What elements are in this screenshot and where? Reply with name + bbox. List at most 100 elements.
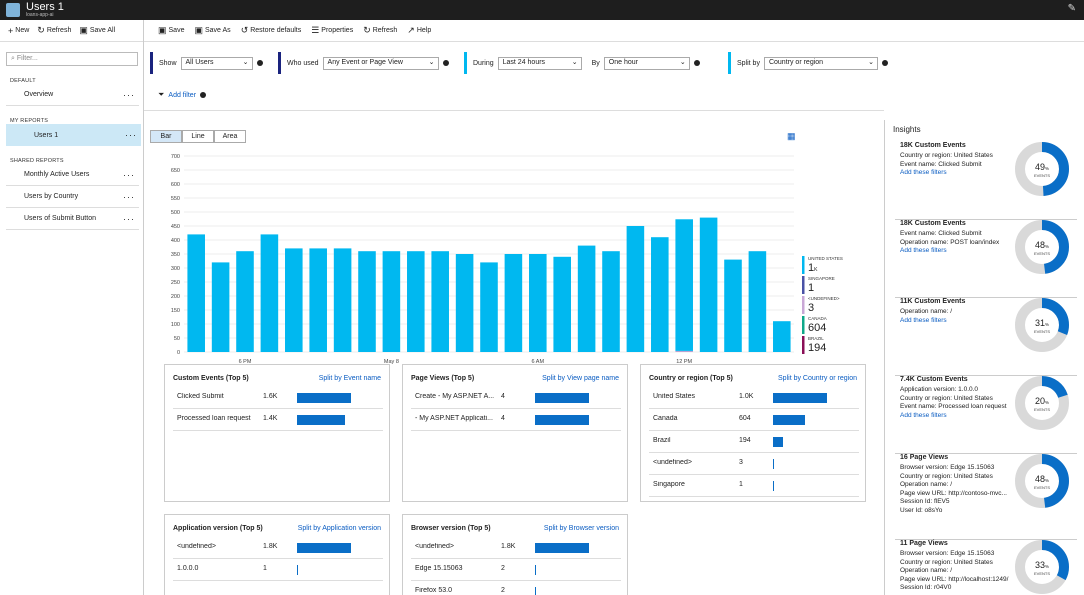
table-row[interactable]: Create - My ASP.NET A... 4 <box>411 387 621 409</box>
more-icon[interactable]: ··· <box>125 130 137 140</box>
list-icon: ☰ <box>311 25 320 35</box>
chart-bar-unitedstates[interactable] <box>382 251 401 352</box>
more-icon[interactable]: ··· <box>123 90 135 100</box>
who-dropdown[interactable]: Any Event or Page View ⌄ <box>322 56 439 70</box>
chart-bar-unitedstates[interactable] <box>187 234 205 352</box>
save-all-button[interactable]: ▣ Save All <box>79 25 115 36</box>
split-dropdown[interactable]: Country or region ⌄ <box>763 56 878 70</box>
chart-bar-unitedstates[interactable] <box>626 226 645 352</box>
chart-bar-unitedstates[interactable] <box>480 262 498 352</box>
table-row[interactable]: 1.0.0.0 1 <box>173 559 383 581</box>
chart-bar-unitedstates[interactable] <box>773 321 791 352</box>
split-link[interactable]: Split by Country or region <box>778 375 857 382</box>
split-link[interactable]: Split by Event name <box>318 375 381 382</box>
chart-bar-unitedstates[interactable] <box>529 254 547 352</box>
table-row[interactable]: Firefox 53.0 2 <box>411 581 621 595</box>
chart-bar-unitedstates[interactable] <box>553 256 571 352</box>
restore-defaults-button[interactable]: ↺ Restore defaults <box>241 25 302 36</box>
split-link[interactable]: Split by Application version <box>297 525 381 532</box>
sidebar-item-overview[interactable]: Overview ··· <box>6 84 139 106</box>
save-all-icon: ▣ <box>79 25 88 35</box>
info-icon[interactable] <box>881 60 888 66</box>
chart-bar-undefined[interactable] <box>675 351 693 352</box>
add-filters-link[interactable]: Add these filters <box>900 169 947 176</box>
chart-bar-unitedstates[interactable] <box>699 217 718 352</box>
chart-bar-unitedstates[interactable] <box>431 251 449 352</box>
refresh-button[interactable]: ↻ Refresh <box>363 25 397 36</box>
chart-bar-unitedstates[interactable] <box>358 251 376 352</box>
tab-bar[interactable]: Bar <box>150 130 182 143</box>
chart-bar-unitedstates[interactable] <box>724 259 742 352</box>
split-link[interactable]: Split by View page name <box>542 375 619 382</box>
info-icon[interactable] <box>442 60 449 66</box>
tab-area[interactable]: Area <box>214 130 246 143</box>
info-icon[interactable] <box>200 92 207 98</box>
chart-bar-unitedstates[interactable] <box>675 219 693 351</box>
legend-swatch <box>802 316 805 334</box>
legend-value: 1K <box>808 262 818 274</box>
help-button[interactable]: ↗ Help <box>407 25 431 36</box>
chart-bar-unitedstates[interactable] <box>285 248 303 352</box>
row-name: - My ASP.NET Applicati... <box>415 415 493 422</box>
table-row[interactable]: <undefined> 3 <box>649 453 859 475</box>
chart-bar-unitedstates[interactable] <box>407 251 425 352</box>
row-bar <box>297 565 298 575</box>
chart-bar-unitedstates[interactable] <box>309 248 327 352</box>
chevron-down-icon: ⌄ <box>679 58 686 66</box>
chart-bar-unitedstates[interactable] <box>455 254 474 352</box>
table-row[interactable]: United States 1.0K <box>649 387 859 409</box>
report-filter-input[interactable]: ⌕ Filter... <box>6 52 138 66</box>
pin-icon[interactable]: ✎ <box>1067 3 1076 14</box>
save-as-button[interactable]: ▣ Save As <box>194 25 230 36</box>
sidebar-item-monthly-active-users[interactable]: Monthly Active Users ··· <box>6 164 139 186</box>
table-row[interactable]: <undefined> 1.8K <box>173 537 383 559</box>
add-filters-link[interactable]: Add these filters <box>900 411 947 419</box>
refresh-sidebar-button[interactable]: ↻ Refresh <box>37 25 71 36</box>
chart-bar-unitedstates[interactable] <box>602 251 620 352</box>
during-dropdown[interactable]: Last 24 hours ⌄ <box>497 56 582 70</box>
who-used-filter: Who used Any Event or Page View ⌄ <box>278 52 464 74</box>
save-button[interactable]: ▣ Save <box>158 25 184 36</box>
insights-title: Insights <box>893 125 921 134</box>
split-link[interactable]: Split by Browser version <box>543 525 619 532</box>
more-icon[interactable]: ··· <box>123 170 135 180</box>
by-dropdown[interactable]: One hour ⌄ <box>603 56 690 70</box>
new-button[interactable]: + New <box>8 26 29 36</box>
more-icon[interactable]: ··· <box>123 192 135 202</box>
tab-line[interactable]: Line <box>182 130 214 143</box>
chart-bar-unitedstates[interactable] <box>651 237 669 352</box>
show-dropdown[interactable]: All Users ⌄ <box>180 56 253 70</box>
chart-bar-unitedstates[interactable] <box>211 262 230 352</box>
info-icon[interactable] <box>256 60 263 66</box>
chart-bar-unitedstates[interactable] <box>504 254 523 352</box>
chart-bar-unitedstates[interactable] <box>748 251 767 352</box>
table-row[interactable]: Clicked Submit 1.6K <box>173 387 383 409</box>
table-row[interactable]: <undefined> 1.8K <box>411 537 621 559</box>
legend-value: 3 <box>808 302 814 314</box>
chart-bar-unitedstates[interactable] <box>260 234 279 352</box>
reports-sidebar: + New ↻ Refresh ▣ Save All ⌕ Filter... DEFA… <box>0 20 144 595</box>
table-row[interactable]: Brazil 194 <box>649 431 859 453</box>
sidebar-item-users-by-country[interactable]: Users by Country ··· <box>6 186 139 208</box>
table-row[interactable]: Edge 15.15063 2 <box>411 559 621 581</box>
more-icon[interactable]: ··· <box>123 214 135 224</box>
row-bar <box>773 459 774 469</box>
add-filters-link[interactable]: Add these filters <box>900 247 947 254</box>
chart-bar-unitedstates[interactable] <box>333 248 352 352</box>
grid-view-icon[interactable]: ▦ <box>787 131 796 141</box>
chart-bar-unitedstates[interactable] <box>236 251 254 352</box>
y-tick-label: 500 <box>171 210 180 216</box>
info-icon[interactable] <box>693 60 700 66</box>
add-filters-link[interactable]: Add these filters <box>900 316 947 324</box>
my-reports-section-label: MY REPORTS <box>10 118 49 124</box>
who-value: Any Event or Page View <box>327 58 403 66</box>
properties-button[interactable]: ☰ Properties <box>311 25 353 36</box>
table-row[interactable]: Processed loan request 1.4K <box>173 409 383 431</box>
table-row[interactable]: Canada 604 <box>649 409 859 431</box>
table-row[interactable]: - My ASP.NET Applicati... 4 <box>411 409 621 431</box>
sidebar-item-users-of-submit[interactable]: Users of Submit Button ··· <box>6 208 139 230</box>
sidebar-item-users1[interactable]: Users 1 ··· <box>6 124 141 146</box>
table-row[interactable]: Singapore 1 <box>649 475 859 497</box>
add-filter-button[interactable]: ⏷ Add filter <box>158 90 207 100</box>
chart-bar-unitedstates[interactable] <box>577 245 596 352</box>
